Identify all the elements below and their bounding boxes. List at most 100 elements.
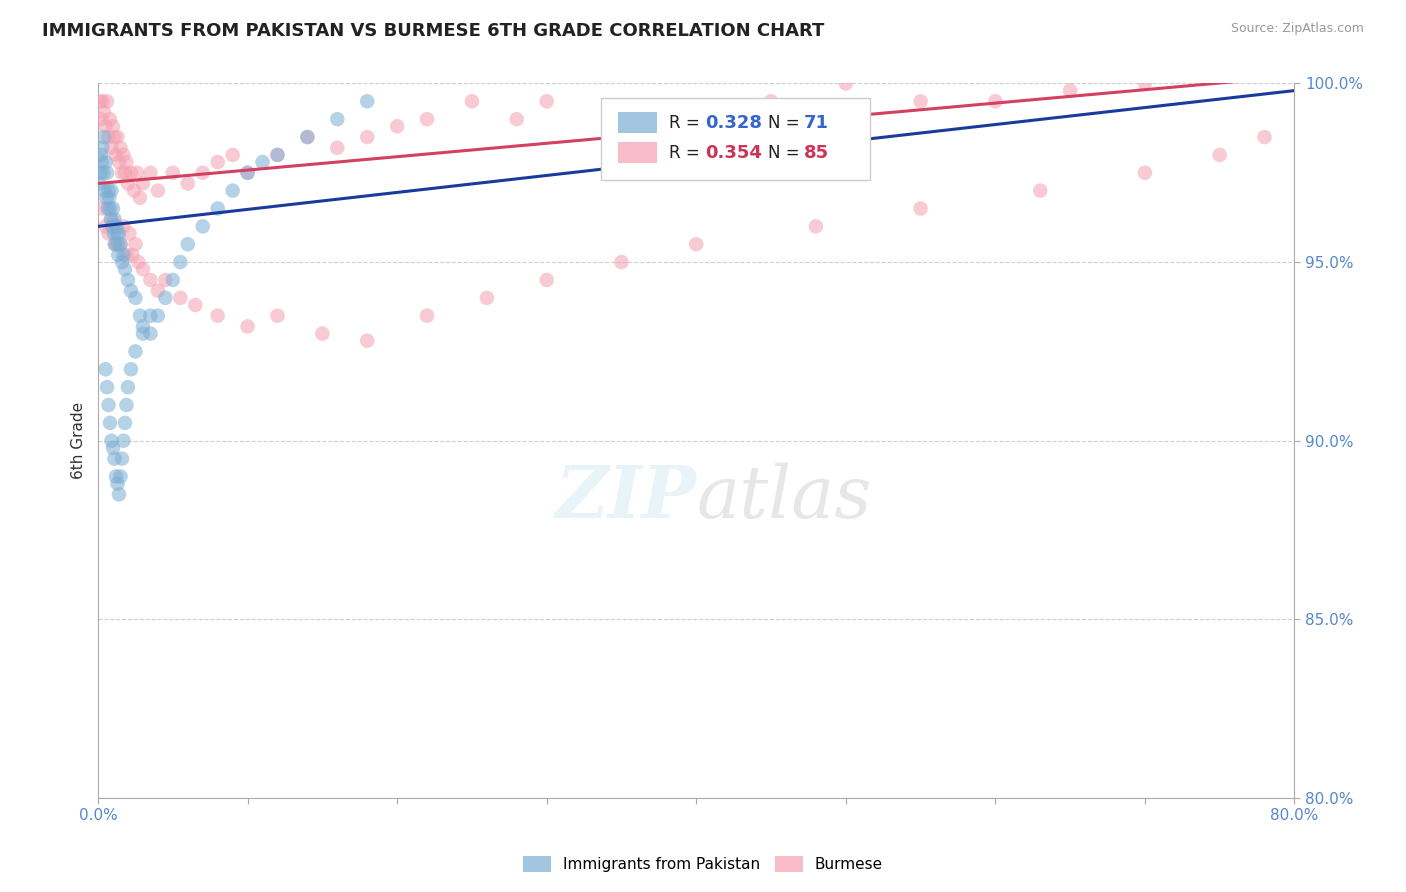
- Point: [94, 219, 117, 234]
- Text: 0.328: 0.328: [704, 114, 762, 132]
- Point: [110, 141, 132, 155]
- Point: [207, 155, 229, 169]
- Point: [97, 184, 120, 198]
- Point: [236, 319, 259, 334]
- Point: [139, 273, 162, 287]
- Point: [1029, 184, 1052, 198]
- Point: [104, 219, 127, 234]
- Point: [155, 291, 177, 305]
- Point: [98, 191, 121, 205]
- Point: [122, 184, 145, 198]
- Point: [96, 166, 118, 180]
- Point: [93, 105, 115, 120]
- Point: [114, 262, 136, 277]
- Point: [107, 476, 129, 491]
- Point: [127, 255, 149, 269]
- Point: [252, 155, 274, 169]
- Point: [94, 155, 117, 169]
- Text: 85: 85: [804, 144, 830, 161]
- Point: [94, 120, 117, 134]
- Point: [416, 309, 439, 323]
- Point: [98, 416, 121, 430]
- Point: [139, 326, 162, 341]
- Point: [297, 130, 319, 145]
- Point: [326, 141, 349, 155]
- Point: [107, 237, 129, 252]
- Point: [1253, 130, 1275, 145]
- Point: [114, 166, 136, 180]
- Point: [610, 112, 633, 127]
- Point: [90, 112, 112, 127]
- Text: N =: N =: [768, 114, 804, 132]
- Point: [97, 202, 120, 216]
- Point: [132, 326, 155, 341]
- Point: [98, 202, 121, 216]
- Point: [124, 237, 146, 252]
- Point: [108, 155, 131, 169]
- Point: [685, 237, 707, 252]
- Point: [266, 148, 288, 162]
- Point: [115, 248, 138, 262]
- Point: [107, 130, 129, 145]
- Point: [108, 487, 131, 501]
- Point: [1133, 77, 1156, 91]
- Point: [104, 469, 127, 483]
- Point: [96, 380, 118, 394]
- Y-axis label: 6th Grade: 6th Grade: [72, 402, 86, 479]
- Text: R =: R =: [669, 144, 704, 161]
- Point: [146, 284, 169, 298]
- Point: [155, 273, 177, 287]
- Point: [146, 309, 169, 323]
- Point: [100, 141, 122, 155]
- Point: [121, 248, 143, 262]
- Point: [96, 191, 118, 205]
- Point: [110, 237, 132, 252]
- Point: [100, 212, 122, 227]
- Point: [191, 166, 214, 180]
- Point: [101, 219, 124, 234]
- Point: [129, 191, 152, 205]
- Point: [100, 212, 122, 227]
- Bar: [619, 112, 657, 134]
- Point: [221, 184, 243, 198]
- FancyBboxPatch shape: [600, 98, 870, 180]
- Point: [184, 298, 207, 312]
- Point: [118, 227, 141, 241]
- Point: [207, 309, 229, 323]
- Point: [162, 273, 184, 287]
- Point: [107, 219, 129, 234]
- Point: [115, 398, 138, 412]
- Point: [125, 166, 148, 180]
- Point: [1208, 148, 1230, 162]
- Point: [89, 95, 111, 109]
- Point: [103, 451, 125, 466]
- Point: [93, 130, 115, 145]
- Point: [132, 262, 155, 277]
- Point: [461, 95, 484, 109]
- Point: [759, 95, 782, 109]
- Point: [115, 155, 138, 169]
- Point: [191, 219, 214, 234]
- Point: [236, 166, 259, 180]
- Point: [110, 237, 132, 252]
- Text: IMMIGRANTS FROM PAKISTAN VS BURMESE 6TH GRADE CORRELATION CHART: IMMIGRANTS FROM PAKISTAN VS BURMESE 6TH …: [42, 22, 824, 40]
- Point: [835, 77, 858, 91]
- Point: [120, 362, 142, 376]
- Point: [177, 237, 200, 252]
- Point: [1133, 166, 1156, 180]
- Point: [101, 202, 124, 216]
- Point: [356, 95, 378, 109]
- Point: [124, 344, 146, 359]
- Point: [101, 120, 124, 134]
- Point: [120, 166, 142, 180]
- Point: [91, 141, 114, 155]
- Point: [104, 237, 127, 252]
- Point: [97, 130, 120, 145]
- Point: [416, 112, 439, 127]
- Point: [146, 184, 169, 198]
- Point: [112, 248, 135, 262]
- Text: N =: N =: [768, 144, 804, 161]
- Point: [610, 255, 633, 269]
- Point: [91, 95, 114, 109]
- Point: [297, 130, 319, 145]
